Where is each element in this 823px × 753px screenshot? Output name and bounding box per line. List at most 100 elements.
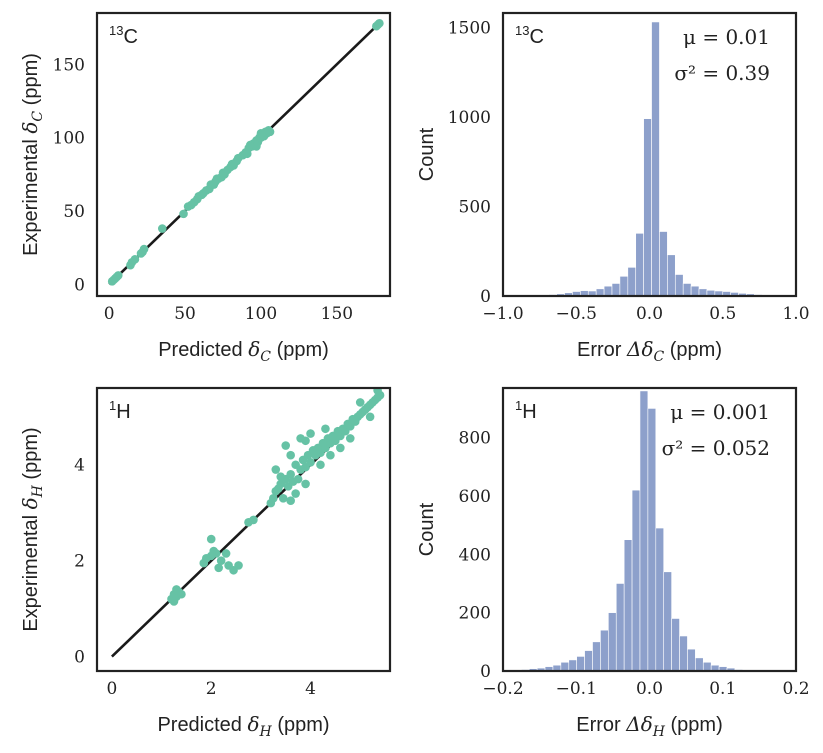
x-tick-label: −1.0 bbox=[482, 304, 523, 324]
scatter-point bbox=[211, 549, 221, 558]
scatter-point bbox=[375, 18, 384, 28]
scatter-point bbox=[276, 472, 286, 482]
scatter-point bbox=[306, 458, 315, 467]
histogram-bar bbox=[674, 274, 684, 296]
mean-annotation: μ = 0.01 bbox=[683, 25, 770, 49]
x-tick-label: 0.1 bbox=[709, 679, 736, 699]
nucleus-mass-number: 1 bbox=[109, 398, 116, 413]
scatter-point bbox=[293, 474, 303, 484]
scatter-point bbox=[252, 142, 261, 151]
scatter-point bbox=[301, 479, 310, 489]
x-axis-label-suffix: (ppm) bbox=[272, 714, 330, 736]
y-tick-label: 1500 bbox=[448, 18, 491, 38]
histogram-bar bbox=[643, 118, 652, 296]
nucleus-mass-number: 1 bbox=[515, 398, 522, 413]
x-axis-label: Predicted δH (ppm) bbox=[157, 712, 329, 740]
scatter-point bbox=[291, 489, 300, 498]
axes-frame bbox=[95, 386, 392, 673]
x-tick-label: 1.0 bbox=[782, 304, 809, 324]
y-axis-label-symbol: δ bbox=[18, 122, 42, 134]
nucleus-annotation: 1H bbox=[515, 398, 537, 423]
axes-frame bbox=[501, 386, 798, 673]
histogram-bar bbox=[702, 661, 712, 671]
histogram-bar bbox=[619, 275, 629, 296]
scatter-point bbox=[271, 465, 281, 474]
scatter-point bbox=[157, 224, 167, 233]
x-tick-label: 0.2 bbox=[782, 679, 809, 699]
scatter-point bbox=[373, 388, 382, 395]
histogram-bar bbox=[603, 285, 613, 296]
histogram-bar bbox=[608, 612, 617, 671]
y-axis-label-symbol: δ bbox=[18, 497, 42, 509]
histogram-bar bbox=[659, 231, 668, 296]
scatter-point bbox=[321, 424, 330, 434]
scatter-point bbox=[130, 255, 140, 264]
histogram-bar bbox=[615, 583, 625, 671]
histogram-bar bbox=[667, 254, 676, 296]
scatter-point bbox=[336, 443, 345, 453]
scatter-point bbox=[286, 496, 295, 506]
nucleus-symbol: H bbox=[522, 401, 536, 423]
histogram-bar bbox=[651, 21, 660, 296]
histogram-bar bbox=[635, 233, 644, 296]
plot-area bbox=[110, 388, 385, 658]
nucleus-symbol: C bbox=[529, 26, 543, 48]
scatter-point bbox=[286, 470, 295, 479]
scatter-point bbox=[214, 563, 223, 573]
axes-frame bbox=[501, 11, 798, 298]
nucleus-annotation: 13C bbox=[515, 23, 544, 48]
x-axis-label: Error ΔδH (ppm) bbox=[576, 712, 723, 740]
x-tick-label: 0 bbox=[104, 304, 115, 324]
plot-area bbox=[524, 21, 779, 296]
histogram-bar bbox=[647, 408, 657, 671]
scatter-point bbox=[326, 450, 335, 460]
scatter-point bbox=[301, 436, 310, 446]
x-axis-label: Error ΔδC (ppm) bbox=[577, 337, 722, 365]
x-tick-label: 100 bbox=[245, 304, 277, 324]
scatter-point bbox=[256, 128, 266, 138]
histogram-bar bbox=[671, 618, 680, 671]
histogram-bar bbox=[663, 571, 672, 671]
nucleus-mass-number: 13 bbox=[109, 23, 123, 38]
variance-annotation: σ² = 0.39 bbox=[674, 61, 770, 85]
histogram-bar bbox=[560, 661, 570, 671]
y-axis-label-prefix: Experimental bbox=[20, 509, 42, 631]
x-tick-label: −0.2 bbox=[482, 679, 523, 699]
y-tick-label: 2 bbox=[74, 552, 85, 572]
x-tick-label: 0.0 bbox=[636, 679, 663, 699]
histogram-bar bbox=[631, 489, 641, 671]
histogram-bar bbox=[690, 285, 700, 296]
x-axis-label-subscript: H bbox=[259, 724, 273, 740]
x-axis-label-prefix: Error bbox=[576, 714, 626, 736]
histogram-bar bbox=[682, 283, 692, 296]
histogram-bar bbox=[611, 283, 621, 296]
plot-area bbox=[107, 18, 384, 286]
x-axis-label-prefix: Predicted bbox=[158, 339, 248, 361]
nucleus-symbol: C bbox=[123, 26, 137, 48]
scatter-point bbox=[139, 244, 149, 254]
x-tick-label: −0.1 bbox=[556, 679, 597, 699]
x-axis-label-suffix: (ppm) bbox=[271, 339, 329, 361]
scatter-point bbox=[316, 460, 325, 470]
scatter-point bbox=[234, 561, 243, 570]
x-axis-label-prefix: Predicted bbox=[157, 714, 247, 736]
x-axis-label-symbol: Δδ bbox=[626, 337, 653, 361]
scatter-point bbox=[249, 515, 258, 525]
x-tick-label: 0.0 bbox=[636, 304, 663, 324]
x-tick-label: 150 bbox=[321, 304, 353, 324]
scatter-point bbox=[169, 597, 179, 606]
x-axis-label-subscript: H bbox=[652, 724, 666, 740]
x-axis-label-symbol: Δδ bbox=[625, 712, 652, 736]
histogram-bar bbox=[600, 629, 609, 671]
x-axis-label-symbol: δ bbox=[248, 337, 260, 361]
histogram-bar bbox=[584, 650, 593, 671]
y-axis-label: Experimental δH (ppm) bbox=[18, 427, 46, 631]
y-tick-label: 150 bbox=[53, 55, 85, 75]
nucleus-mass-number: 13 bbox=[515, 23, 529, 38]
nucleus-annotation: 1H bbox=[109, 398, 131, 423]
scatter-point bbox=[265, 127, 275, 137]
histogram-bar bbox=[679, 635, 688, 671]
histogram-bar bbox=[627, 267, 637, 296]
